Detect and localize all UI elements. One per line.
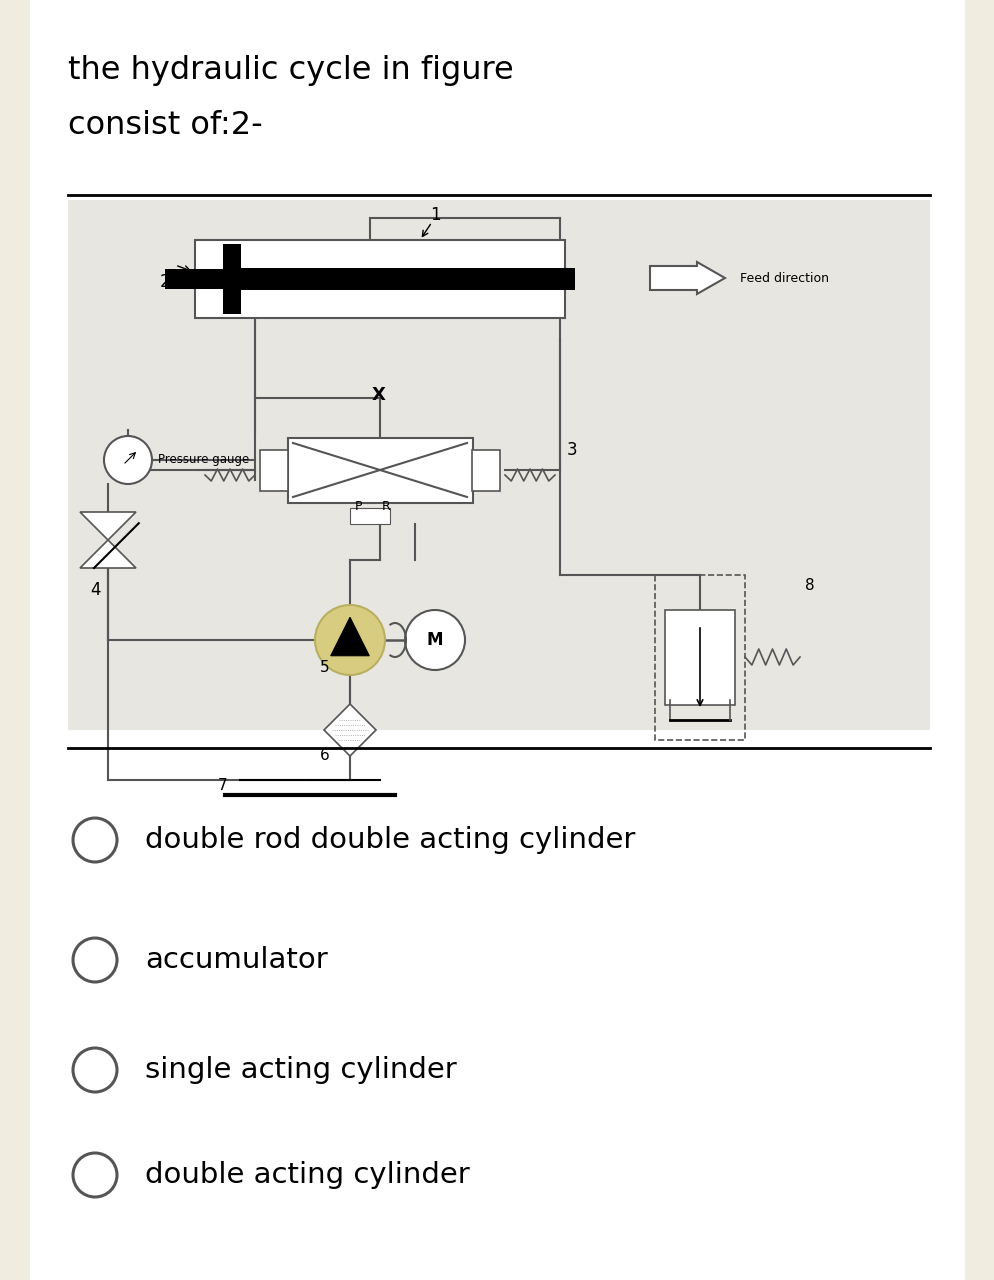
Text: 5: 5 xyxy=(320,660,329,675)
Text: M: M xyxy=(426,631,442,649)
Text: 3: 3 xyxy=(567,442,578,460)
Polygon shape xyxy=(324,704,376,756)
Text: accumulator: accumulator xyxy=(145,946,327,974)
Polygon shape xyxy=(80,540,136,568)
Text: 2: 2 xyxy=(160,273,170,291)
Bar xyxy=(68,200,929,730)
Text: 7: 7 xyxy=(218,778,228,794)
Bar xyxy=(241,268,575,291)
Circle shape xyxy=(315,605,385,675)
Text: 1: 1 xyxy=(429,206,440,224)
Text: Pressure gauge: Pressure gauge xyxy=(158,453,249,466)
Text: double rod double acting cylinder: double rod double acting cylinder xyxy=(145,826,635,854)
Bar xyxy=(654,575,745,740)
Circle shape xyxy=(73,818,117,861)
Bar xyxy=(287,438,472,503)
Text: consist of:2-: consist of:2- xyxy=(68,110,262,141)
FancyArrow shape xyxy=(649,262,725,294)
Text: X: X xyxy=(372,387,386,404)
Text: 6: 6 xyxy=(320,748,329,763)
Circle shape xyxy=(73,1153,117,1197)
Polygon shape xyxy=(330,617,369,655)
Bar xyxy=(664,611,735,705)
Text: R: R xyxy=(382,500,391,513)
Text: the hydraulic cycle in figure: the hydraulic cycle in figure xyxy=(68,55,513,86)
Bar xyxy=(223,244,241,314)
Circle shape xyxy=(73,1048,117,1092)
Bar xyxy=(350,508,390,524)
Bar xyxy=(165,269,223,289)
Bar xyxy=(195,241,565,317)
Text: 4: 4 xyxy=(89,581,100,599)
Bar xyxy=(259,451,287,492)
Text: double acting cylinder: double acting cylinder xyxy=(145,1161,469,1189)
Bar xyxy=(471,451,500,492)
Circle shape xyxy=(104,436,152,484)
Text: single acting cylinder: single acting cylinder xyxy=(145,1056,456,1084)
Circle shape xyxy=(405,611,464,669)
Text: P: P xyxy=(355,500,362,513)
Text: Feed direction: Feed direction xyxy=(740,271,828,284)
Text: 8: 8 xyxy=(804,579,814,593)
Circle shape xyxy=(73,938,117,982)
Polygon shape xyxy=(80,512,136,540)
